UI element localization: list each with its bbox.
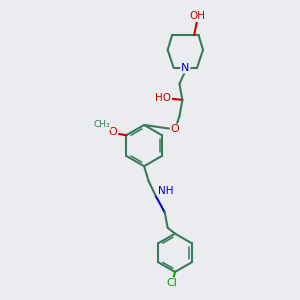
Text: Cl: Cl (167, 278, 178, 288)
Text: CH₃: CH₃ (94, 121, 110, 130)
Text: NH: NH (158, 186, 173, 196)
Text: methoxy: methoxy (95, 126, 101, 127)
Text: OH: OH (189, 11, 205, 21)
Text: N: N (181, 63, 190, 73)
Text: O: O (109, 127, 117, 137)
Text: O: O (171, 124, 179, 134)
Text: HO: HO (155, 94, 171, 103)
